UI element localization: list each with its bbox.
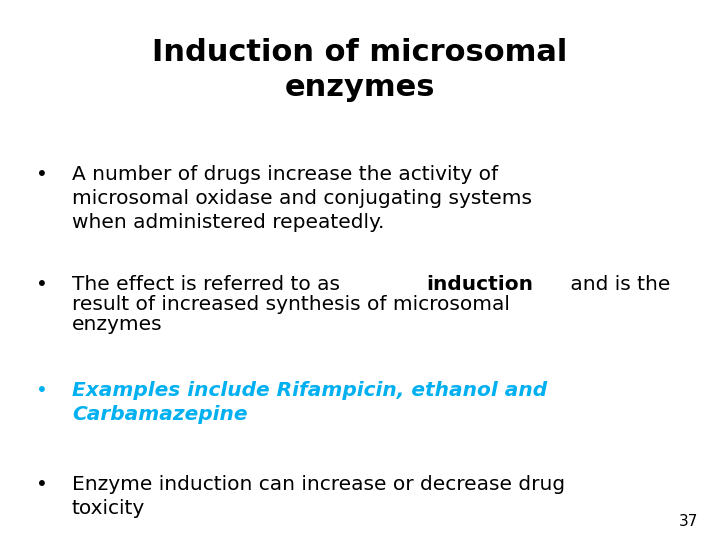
Text: •: • (36, 475, 48, 494)
Text: •: • (36, 165, 48, 184)
Text: •: • (36, 381, 48, 400)
Text: A number of drugs increase the activity of
microsomal oxidase and conjugating sy: A number of drugs increase the activity … (72, 165, 532, 232)
Text: Induction of microsomal
enzymes: Induction of microsomal enzymes (153, 38, 567, 102)
Text: result of increased synthesis of microsomal: result of increased synthesis of microso… (72, 295, 510, 314)
Text: and is the: and is the (564, 275, 670, 294)
Text: Enzyme induction can increase or decrease drug
toxicity: Enzyme induction can increase or decreas… (72, 475, 565, 518)
Text: The effect is referred to as: The effect is referred to as (72, 275, 346, 294)
Text: 37: 37 (679, 514, 698, 529)
Text: enzymes: enzymes (72, 314, 163, 334)
Text: Examples include Rifampicin, ethanol and
Carbamazepine: Examples include Rifampicin, ethanol and… (72, 381, 547, 424)
Text: induction: induction (426, 275, 533, 294)
Text: •: • (36, 275, 48, 294)
